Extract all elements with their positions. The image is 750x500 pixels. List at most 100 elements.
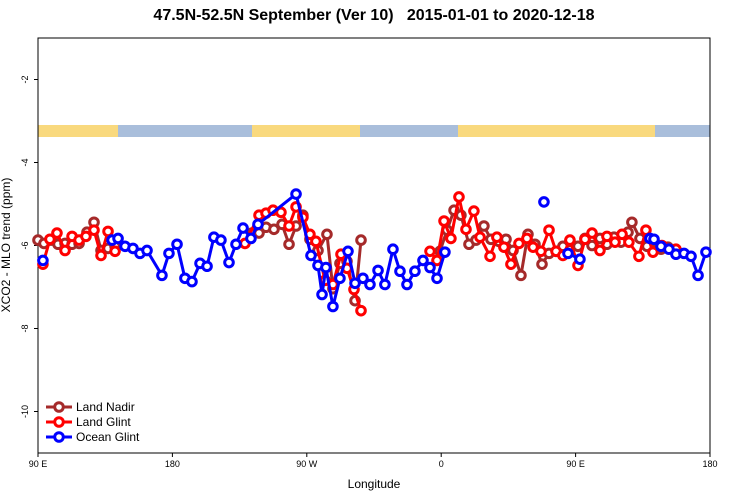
legend-label: Land Nadir [76,400,135,414]
data-point [453,191,465,203]
data-point [601,230,613,243]
y-tick-label: -2 [20,75,30,83]
legend-label: Land Glint [76,415,131,429]
land-strip [252,125,360,137]
data-point [439,246,451,258]
data-point [163,247,175,260]
data-point [44,233,56,246]
legend-marker [53,416,65,428]
data-point [201,260,213,273]
data-point [491,231,503,243]
legend-marker [53,401,65,413]
data-point [394,265,406,278]
data-point [283,220,295,232]
data-point [112,232,124,245]
data-point [379,278,391,291]
data-point [88,224,100,236]
data-point [685,250,697,263]
data-point [342,245,354,258]
data-point [515,269,527,282]
map-strip [38,125,710,137]
data-point [275,206,287,219]
data-point [445,232,457,245]
data-point [513,237,525,250]
data-point [417,254,429,267]
data-point [586,227,598,239]
data-point [438,215,450,227]
data-point [80,230,92,243]
data-point [156,269,168,282]
data-point [521,232,533,245]
data-point [431,272,443,285]
data-point [543,224,555,236]
data-point [484,250,496,263]
data-point [616,228,628,241]
data-point [372,264,384,277]
data-point [478,220,490,232]
data-point [564,234,576,246]
data-point [316,288,328,301]
x-tick-label: 90 E [29,459,48,469]
y-tick-label: -4 [20,158,30,166]
chart-title: 47.5N-52.5N September (Ver 10) 2015-01-0… [153,7,594,24]
legend-label: Ocean Glint [76,430,140,444]
x-tick-label: 90 W [296,459,318,469]
y-tick-label: -8 [20,324,30,332]
data-point [535,245,547,258]
data-point [574,253,586,265]
data-point [474,231,486,243]
y-tick-label: -10 [20,405,30,418]
x-tick-label: 0 [439,459,444,469]
data-point [460,223,472,236]
legend-marker [53,431,65,443]
data-point [401,278,413,291]
y-tick-label: -6 [20,241,30,249]
data-point [245,232,257,245]
data-point [387,243,399,256]
data-point [109,245,121,258]
data-point [700,246,712,258]
y-axis-label: XCO2 - MLO trend (ppm) [0,178,13,313]
data-point [349,277,361,290]
data-point [310,235,322,248]
x-tick-label: 180 [702,459,717,469]
data-point [579,233,591,246]
data-point [141,244,153,257]
data-point [424,261,436,274]
data-point [305,249,317,262]
data-point [364,278,376,291]
x-tick-label: 180 [165,459,180,469]
data-point [623,236,635,248]
land-strip [458,125,655,137]
data-point [37,254,49,267]
data-point [355,234,367,246]
data-point [334,272,346,285]
data-point [626,216,638,229]
data-point [648,233,660,246]
data-point [252,218,264,231]
data-point [327,300,339,313]
data-point [171,238,183,251]
data-point [505,258,517,270]
data-point [692,269,704,282]
data-point [468,205,480,217]
land-strip [38,125,118,137]
data-point [59,244,71,257]
data-point [290,188,302,200]
data-point [409,265,421,278]
data-point [609,236,621,248]
data-point [647,246,659,258]
data-point [633,250,645,263]
data-point [268,223,280,236]
data-point [237,222,249,234]
data-point [594,244,606,257]
data-point [357,272,369,285]
data-point [355,304,367,317]
data-point [230,238,242,251]
data-point [562,247,574,260]
data-point [95,249,107,262]
data-point [51,227,63,239]
data-point [215,234,227,246]
